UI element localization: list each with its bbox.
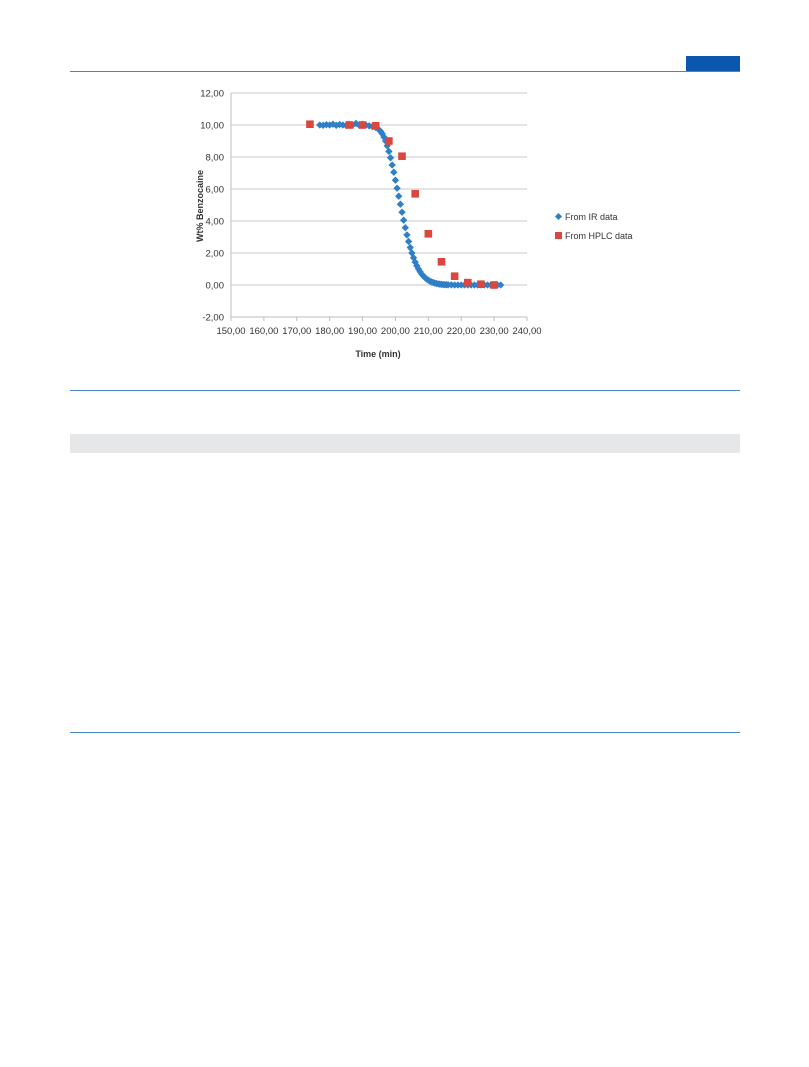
legend-label-ir: From IR data — [565, 212, 618, 222]
x-tick-label: 230,00 — [480, 326, 509, 337]
header-rule — [70, 71, 740, 72]
ir-data-point — [390, 168, 398, 176]
ir-data-point — [386, 154, 395, 162]
hplc-data-point — [385, 137, 393, 145]
section-bottom-rule — [70, 732, 740, 733]
x-tick-label: 220,00 — [447, 326, 476, 337]
ir-data-point — [497, 281, 505, 289]
hplc-data-point — [358, 121, 367, 129]
y-tick-label: 12,00 — [200, 89, 224, 100]
x-tick-label: 160,00 — [249, 326, 278, 337]
ir-data-point — [401, 224, 409, 232]
hplc-data-point — [306, 120, 314, 128]
y-tick-label: 4,00 — [206, 217, 225, 228]
legend-label-hplc: From HPLC data — [565, 231, 633, 241]
legend-marker-square — [555, 232, 562, 239]
y-tick-label: 2,00 — [206, 249, 225, 260]
ir-data-point — [388, 161, 396, 169]
legend-item-ir: From IR data — [554, 212, 618, 222]
ir-data-point — [393, 184, 401, 192]
y-tick-label: -2,00 — [202, 313, 224, 324]
x-axis-title: Time (min) — [355, 349, 400, 359]
hplc-data-point — [424, 230, 433, 238]
y-tick-label: 10,00 — [200, 121, 224, 132]
x-tick-label: 190,00 — [348, 326, 377, 337]
hplc-data-point — [437, 258, 446, 266]
y-tick-label: 0,00 — [206, 281, 225, 292]
ir-data-point — [391, 176, 400, 184]
hplc-data-point — [490, 281, 498, 289]
scatter-chart: -2,00 0,00 2,00 4,00 6,00 8,00 10,00 12,00 150,… — [195, 89, 633, 360]
hplc-data-point — [371, 122, 380, 130]
y-tick-label: 6,00 — [206, 185, 225, 196]
x-tick-label: 240,00 — [512, 326, 541, 337]
legend: From IR data From HPLC data — [554, 212, 633, 241]
hplc-data-point — [345, 121, 354, 129]
ir-data-point — [395, 192, 403, 200]
ir-data-point — [403, 231, 411, 239]
table-header-band — [70, 434, 740, 453]
hplc-data-point — [411, 190, 419, 198]
hplc-data-point — [450, 272, 459, 280]
axes — [230, 93, 528, 321]
x-tick-label: 180,00 — [315, 326, 344, 337]
x-tick-label: 150,00 — [216, 326, 245, 337]
x-tick-label: 200,00 — [381, 326, 410, 337]
ir-data-point — [399, 216, 408, 224]
x-tick-label: 170,00 — [282, 326, 311, 337]
x-tick-labels: 150,00 160,00 170,00 180,00 190,00 200,00 210,… — [216, 326, 541, 337]
figure-bottom-rule — [70, 390, 740, 391]
data-series — [306, 119, 505, 289]
hplc-data-point — [477, 280, 485, 288]
ir-data-point — [404, 237, 413, 246]
x-tick-label: 210,00 — [414, 326, 443, 337]
ir-data-point — [396, 200, 405, 208]
y-tick-label: 8,00 — [206, 153, 225, 164]
ir-data-point — [385, 147, 393, 156]
y-tick-labels: -2,00 0,00 2,00 4,00 6,00 8,00 10,00 12,00 — [200, 89, 224, 324]
header-color-tab — [686, 56, 740, 71]
y-axis-title: Wt% Benzocaine — [195, 170, 205, 242]
hplc-data-point — [464, 278, 472, 287]
hplc-data-point — [398, 152, 406, 160]
ir-data-point — [398, 208, 406, 216]
legend-item-hplc: From HPLC data — [555, 231, 633, 241]
legend-marker-diamond — [554, 212, 563, 221]
ir-data-point — [406, 243, 414, 252]
